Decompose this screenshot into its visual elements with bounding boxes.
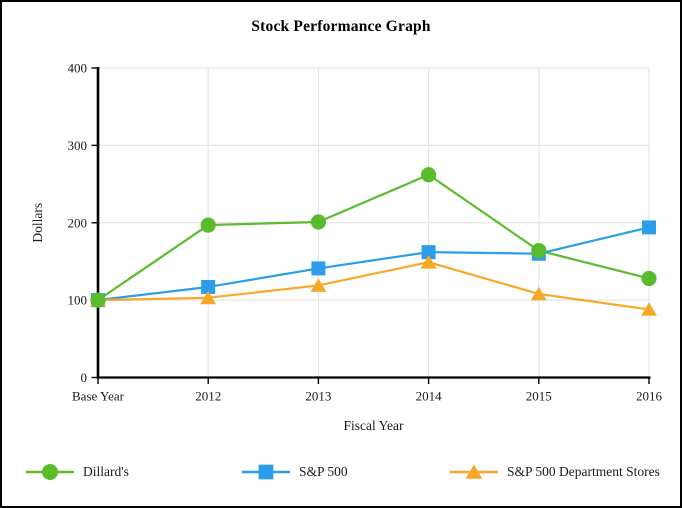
x-tick-label: 2016	[636, 389, 663, 404]
legend-item-dillards: Dillard's	[26, 460, 129, 484]
x-tick-label: 2013	[305, 389, 331, 404]
legend-item-sp500-dept-stores: S&P 500 Department Stores	[450, 460, 660, 484]
legend-label: Dillard's	[83, 464, 129, 479]
y-axis-title: Dollars	[30, 203, 45, 243]
data-point-marker	[201, 279, 216, 294]
data-point-marker	[420, 255, 437, 269]
data-point-marker	[42, 464, 58, 480]
data-point-marker	[531, 243, 547, 259]
y-tick-label: 100	[68, 293, 88, 308]
data-point-marker	[421, 245, 436, 260]
data-point-marker	[641, 302, 657, 316]
y-tick-label: 400	[68, 61, 88, 76]
data-point-marker	[90, 292, 106, 308]
x-tick-label: 2014	[416, 389, 443, 404]
y-tick-label: 0	[81, 370, 88, 385]
series-line	[97, 173, 650, 302]
dillards-series-marker-icon	[26, 464, 74, 480]
x-tick-label: 2012	[195, 389, 221, 404]
sp500-series-marker-icon	[242, 464, 290, 480]
x-axis-title: Fiscal Year	[344, 418, 405, 433]
data-point-marker	[642, 220, 656, 235]
x-tick-label: Base Year	[72, 389, 125, 404]
data-point-marker	[641, 270, 657, 287]
data-point-marker	[200, 217, 216, 233]
data-point-marker	[311, 261, 326, 276]
y-tick-label: 200	[68, 215, 88, 230]
x-tick-label: 2015	[526, 389, 552, 404]
data-point-marker	[530, 286, 547, 301]
legend-label: S&P 500 Department Stores	[507, 464, 660, 479]
series-line	[97, 261, 650, 311]
data-point-marker	[258, 464, 274, 480]
chart-legend: Dillard's S&P 500 S&P 500 Department Sto…	[2, 460, 680, 486]
y-tick-label: 300	[68, 138, 88, 153]
series-line	[97, 226, 650, 302]
data-point-marker	[421, 167, 437, 183]
data-point-marker	[310, 278, 327, 292]
data-point-marker	[465, 464, 483, 479]
legend-item-sp500: S&P 500	[242, 460, 348, 484]
data-point-marker	[200, 290, 217, 305]
sp500-dept-stores-series-marker-icon	[450, 464, 498, 479]
data-point-marker	[310, 214, 326, 230]
chart-title: Stock Performance Graph	[251, 18, 431, 35]
legend-label: S&P 500	[299, 464, 348, 479]
